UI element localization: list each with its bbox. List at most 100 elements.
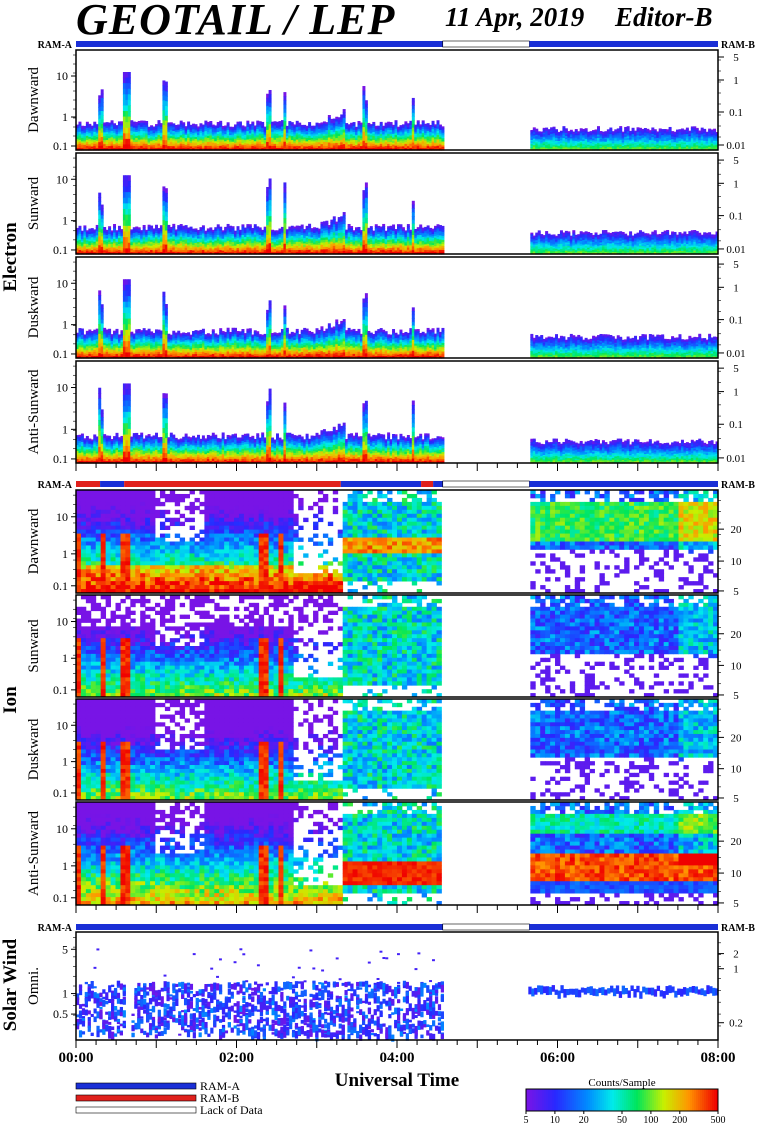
heatmap-cell bbox=[251, 131, 255, 135]
heatmap-cell bbox=[288, 145, 292, 149]
heatmap-cell bbox=[404, 143, 408, 147]
heatmap-cell bbox=[389, 134, 393, 137]
heatmap-cell bbox=[231, 143, 235, 146]
heatmap-cell bbox=[266, 109, 270, 115]
heatmap-cell bbox=[690, 138, 694, 141]
heatmap-cell bbox=[290, 144, 294, 147]
heatmap-cell bbox=[219, 137, 223, 141]
heatmap-cell bbox=[164, 135, 168, 141]
heatmap-cell bbox=[152, 126, 156, 129]
heatmap-cell bbox=[325, 126, 329, 129]
heatmap-cell bbox=[700, 138, 704, 142]
heatmap-cell bbox=[90, 237, 94, 240]
heatmap-cell bbox=[532, 138, 536, 141]
heatmap-cell bbox=[95, 237, 99, 241]
heatmap-cell bbox=[76, 231, 79, 235]
heatmap-cell bbox=[641, 143, 645, 147]
heatmap-cell bbox=[231, 145, 235, 148]
heatmap-cell bbox=[140, 247, 144, 250]
heatmap-cell bbox=[424, 123, 428, 127]
heatmap-cell bbox=[379, 135, 383, 139]
heatmap-cell bbox=[105, 241, 109, 245]
heatmap-cell bbox=[105, 229, 109, 233]
heatmap-cell bbox=[80, 127, 84, 130]
heatmap-cell bbox=[236, 139, 240, 143]
heatmap-cell bbox=[579, 136, 583, 139]
heatmap-cell bbox=[715, 143, 719, 146]
heatmap-cell bbox=[155, 131, 158, 134]
heatmap-cell bbox=[256, 141, 260, 145]
heatmap-cell bbox=[683, 136, 687, 139]
heatmap-cell bbox=[530, 134, 534, 137]
heatmap-cell bbox=[695, 131, 699, 134]
heatmap-cell bbox=[122, 231, 126, 238]
heatmap-cell bbox=[226, 136, 230, 139]
heatmap-cell bbox=[362, 140, 366, 147]
heatmap-cell bbox=[362, 99, 366, 105]
heatmap-cell bbox=[238, 141, 242, 145]
heatmap-cell bbox=[117, 243, 121, 247]
heatmap-cell bbox=[379, 141, 383, 145]
heatmap-cell bbox=[125, 99, 129, 107]
heatmap-cell bbox=[569, 145, 573, 148]
heatmap-cell bbox=[347, 124, 351, 127]
heatmap-cell bbox=[137, 234, 141, 238]
heatmap-cell bbox=[162, 234, 166, 241]
heatmap-cell bbox=[436, 147, 440, 151]
heatmap-cell bbox=[246, 143, 250, 147]
heatmap-cell bbox=[320, 146, 324, 149]
heatmap-cell bbox=[298, 124, 302, 128]
heatmap-cell bbox=[263, 131, 267, 134]
heatmap-cell bbox=[441, 136, 445, 139]
heatmap-cell bbox=[624, 130, 628, 133]
heatmap-cell bbox=[98, 201, 102, 207]
heatmap-cell bbox=[189, 135, 193, 138]
heatmap-cell bbox=[108, 248, 112, 251]
heatmap-cell bbox=[214, 128, 218, 132]
heatmap-cell bbox=[266, 113, 270, 119]
heatmap-cell bbox=[135, 228, 139, 232]
heatmap-cell bbox=[429, 137, 433, 140]
heatmap-cell bbox=[431, 120, 435, 124]
heatmap-cell bbox=[310, 125, 314, 129]
heatmap-cell bbox=[164, 106, 168, 112]
heatmap-cell bbox=[187, 137, 191, 141]
heatmap-cell bbox=[359, 140, 363, 143]
heatmap-cell bbox=[426, 128, 430, 132]
heatmap-cell bbox=[545, 145, 549, 148]
heatmap-cell bbox=[715, 142, 719, 145]
heatmap-cell bbox=[308, 130, 312, 133]
heatmap-cell bbox=[187, 125, 191, 129]
heatmap-cell bbox=[710, 136, 714, 139]
heatmap-cell bbox=[597, 141, 600, 144]
heatmap-cell bbox=[562, 131, 566, 134]
heatmap-cell bbox=[616, 136, 620, 139]
heatmap-cell bbox=[345, 144, 349, 147]
heatmap-cell bbox=[120, 236, 124, 239]
heatmap-cell bbox=[192, 127, 196, 130]
heatmap-cell bbox=[135, 129, 139, 133]
heatmap-cell bbox=[345, 138, 349, 141]
heatmap-cell bbox=[429, 141, 433, 144]
heatmap-cell bbox=[406, 142, 410, 145]
heatmap-cell bbox=[703, 146, 707, 150]
heatmap-cell bbox=[589, 131, 593, 134]
heatmap-cell bbox=[246, 139, 250, 143]
heatmap-cell bbox=[90, 244, 94, 248]
heatmap-cell bbox=[167, 128, 171, 131]
heatmap-cell bbox=[238, 131, 242, 135]
heatmap-cell bbox=[266, 129, 270, 135]
heatmap-cell bbox=[95, 144, 99, 147]
heatmap-cell bbox=[298, 136, 302, 139]
heatmap-cell bbox=[98, 249, 102, 255]
heatmap-cell bbox=[256, 139, 260, 143]
heatmap-cell bbox=[88, 138, 92, 142]
heatmap-cell bbox=[85, 143, 89, 147]
heatmap-cell bbox=[85, 231, 89, 235]
heatmap-cell bbox=[705, 139, 709, 142]
heatmap-cell bbox=[261, 121, 265, 125]
heatmap-cell bbox=[253, 132, 257, 135]
heatmap-cell bbox=[115, 243, 119, 247]
heatmap-cell bbox=[246, 122, 250, 126]
